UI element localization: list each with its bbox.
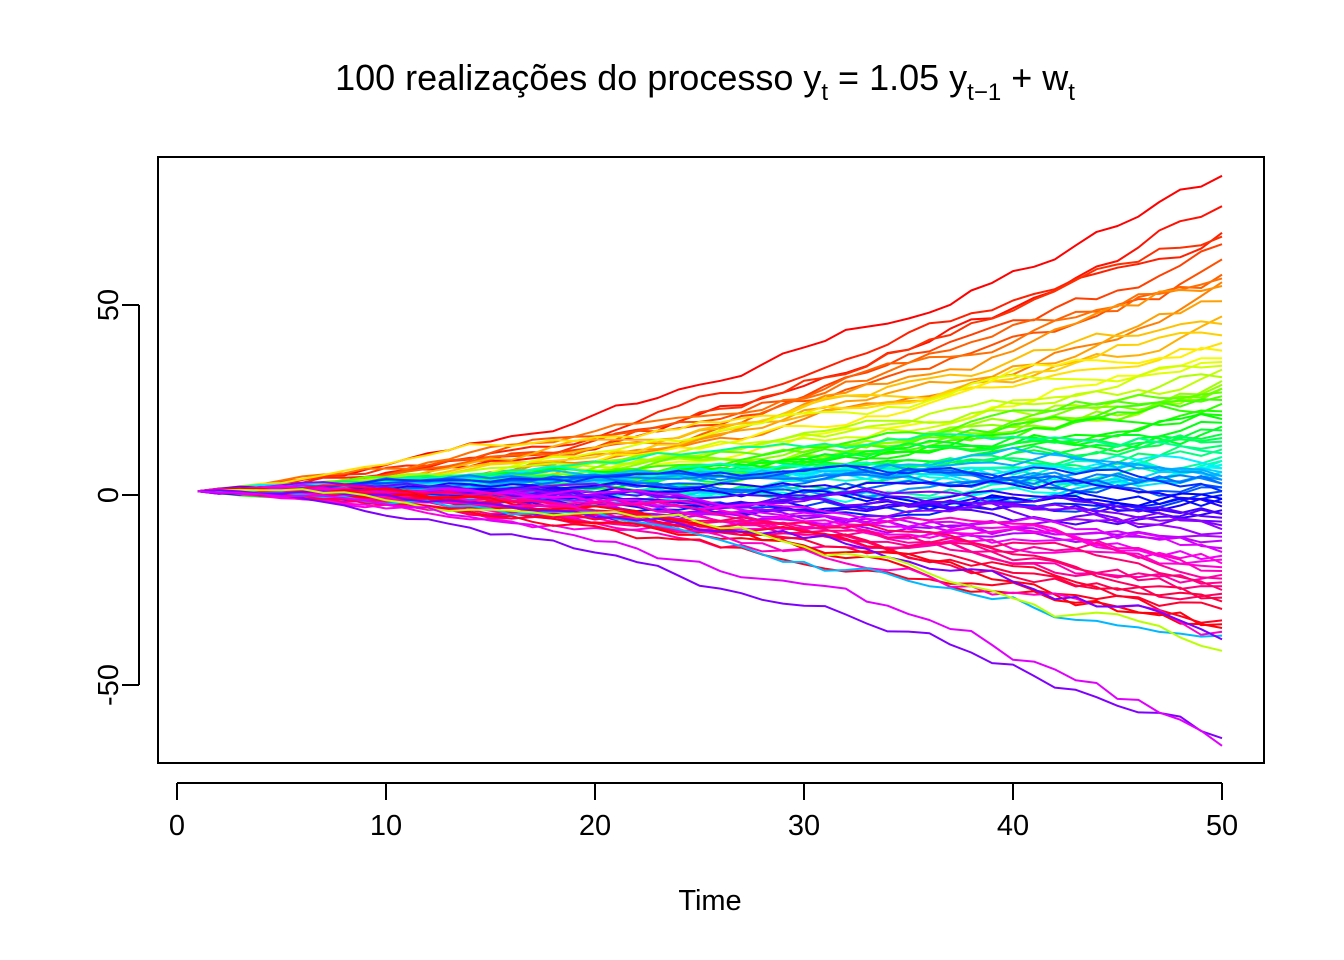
x-tick-label: 50	[1206, 810, 1238, 842]
series-line	[197, 235, 1223, 493]
y-tick-label: 50	[93, 289, 125, 321]
y-tick-label: -50	[93, 664, 125, 706]
x-tick-label: 10	[370, 810, 402, 842]
x-tick-label: 40	[997, 810, 1029, 842]
plot-frame	[157, 156, 1265, 764]
series-line	[197, 488, 1223, 580]
series-line	[197, 490, 1223, 747]
x-tick-label: 0	[169, 810, 185, 842]
series-line	[197, 489, 1223, 740]
x-axis-label: Time	[678, 885, 741, 917]
series-line	[197, 490, 1223, 565]
series-line	[197, 277, 1223, 493]
series-line	[197, 342, 1223, 493]
series-layer	[197, 174, 1223, 747]
series-line	[197, 481, 1223, 531]
series-line	[197, 464, 1223, 493]
chart-title: 100 realizações do processo yt = 1.05 yt…	[335, 57, 1075, 106]
series-line	[197, 285, 1223, 494]
series-line	[197, 488, 1223, 652]
series-line	[197, 490, 1223, 629]
series-line	[197, 484, 1223, 601]
x-tick-label: 30	[788, 810, 820, 842]
x-tick-label: 20	[579, 810, 611, 842]
y-tick-label: 0	[93, 487, 125, 503]
y-axis: -50 0 50	[93, 289, 140, 706]
series-line	[197, 490, 1223, 641]
x-axis: 0 10 20 30 40 50	[169, 782, 1238, 842]
series-line	[197, 464, 1223, 494]
